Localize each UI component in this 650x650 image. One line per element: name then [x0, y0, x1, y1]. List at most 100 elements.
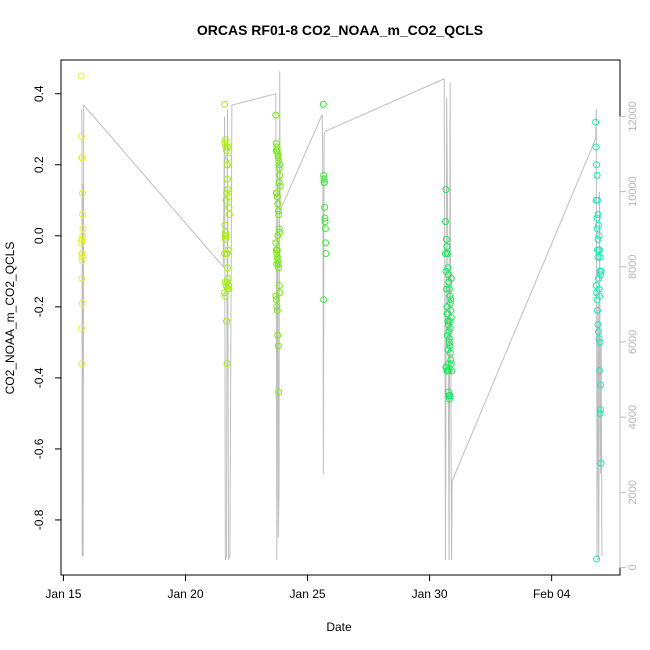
data-point — [274, 342, 282, 350]
data-point — [274, 331, 282, 339]
data-point — [443, 250, 451, 258]
data-point — [442, 250, 449, 258]
data-point — [273, 253, 281, 261]
data-point — [79, 211, 86, 218]
data-point — [444, 317, 452, 325]
y-tick-label: 0.2 — [32, 156, 46, 173]
data-point — [593, 171, 601, 179]
data-point — [221, 100, 229, 108]
data-point — [593, 555, 601, 563]
data-point — [594, 235, 602, 243]
data-point — [272, 296, 280, 304]
data-point — [597, 271, 604, 279]
data-point — [444, 321, 452, 329]
y-axis: 0.4 0.2 0.0 -0.2 -0.4 -0.6 -0.8 — [32, 85, 62, 530]
data-point — [593, 225, 601, 233]
data-point — [222, 196, 230, 204]
data-point — [320, 179, 328, 186]
data-point — [78, 132, 85, 140]
data-point — [275, 157, 283, 165]
data-point — [276, 161, 284, 169]
data-point — [275, 282, 283, 289]
data-point — [276, 182, 284, 190]
data-point — [273, 189, 281, 197]
data-point — [225, 211, 233, 218]
data-point — [592, 118, 600, 126]
data-point — [276, 289, 284, 297]
data-point — [77, 72, 85, 80]
data-point — [273, 246, 281, 254]
data-point — [223, 317, 230, 325]
data-point — [445, 395, 453, 403]
data-point — [446, 392, 454, 400]
data-point — [79, 232, 87, 240]
data-point — [273, 306, 281, 314]
x-tick-label: Jan 25 — [290, 587, 326, 601]
data-point — [447, 356, 455, 364]
data-point — [444, 346, 452, 353]
data-point — [321, 225, 329, 233]
altitude-trace — [81, 71, 603, 561]
data-point — [596, 367, 603, 375]
y2-tick-label: 4000 — [627, 405, 639, 429]
y2-tick-label: 2000 — [627, 480, 639, 504]
data-point — [224, 246, 232, 254]
data-point — [321, 214, 329, 222]
data-point — [447, 274, 455, 282]
data-point — [595, 328, 602, 336]
data-point — [596, 409, 604, 417]
data-point — [446, 324, 454, 332]
data-point — [275, 388, 283, 396]
data-point — [78, 257, 86, 265]
data-point — [595, 232, 603, 240]
data-point — [442, 186, 450, 194]
data-point — [78, 299, 86, 307]
data-point — [223, 250, 231, 258]
data-point — [442, 235, 450, 243]
data-point — [594, 253, 602, 261]
data-point — [445, 335, 453, 343]
data-point — [597, 459, 605, 467]
data-point — [224, 264, 231, 272]
data-point — [79, 189, 86, 197]
x-axis-label: Date — [326, 620, 352, 634]
data-point — [223, 360, 231, 368]
data-point — [78, 324, 85, 332]
data-point — [592, 143, 600, 151]
x-tick-label: Jan 15 — [45, 587, 81, 601]
data-point — [224, 161, 231, 169]
data-point — [442, 218, 449, 226]
data-point — [596, 338, 604, 346]
data-point — [445, 338, 453, 346]
data-point — [445, 328, 453, 336]
y2-tick-label: 6000 — [627, 330, 639, 354]
data-point — [274, 154, 282, 162]
x-tick-label: Jan 20 — [167, 587, 203, 601]
data-point — [447, 296, 455, 304]
data-point — [78, 239, 85, 247]
data-point — [223, 189, 230, 197]
data-point — [79, 225, 87, 233]
data-point — [222, 235, 229, 243]
data-point — [446, 292, 454, 300]
data-point — [222, 136, 229, 144]
data-point — [320, 171, 328, 179]
data-point — [225, 154, 232, 162]
data-point — [224, 143, 232, 151]
data-point — [273, 250, 281, 258]
data-point — [596, 292, 603, 300]
data-point — [275, 211, 283, 218]
data-point — [222, 228, 229, 236]
data-point — [223, 278, 231, 286]
data-point — [445, 367, 453, 375]
x-axis: Jan 15 Jan 20 Jan 25 Jan 30 Feb 04 — [45, 574, 571, 601]
data-point — [221, 232, 229, 240]
data-point — [444, 360, 452, 368]
data-point — [595, 285, 603, 293]
y2-axis: 0 2000 4000 6000 8000 10000 12000 — [619, 101, 639, 571]
data-point — [78, 154, 86, 162]
data-point — [442, 267, 450, 275]
data-point — [594, 321, 602, 329]
